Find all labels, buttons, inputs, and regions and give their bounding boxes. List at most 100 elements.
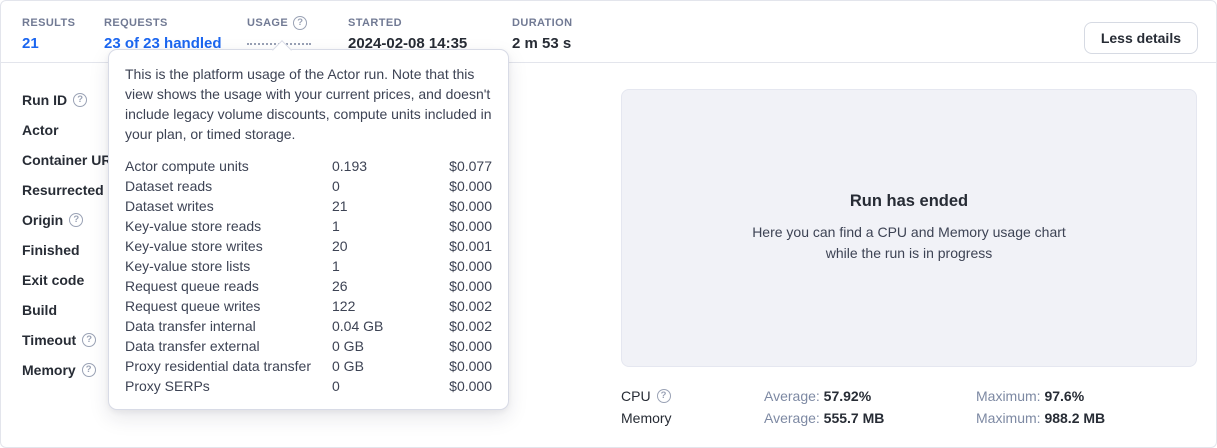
stat-duration: DURATION 2 m 53 s — [512, 16, 1198, 53]
metric-maximum: Maximum: 988.2 MB — [976, 410, 1197, 426]
run-field-row: Resurrected ? — [22, 183, 120, 213]
usage-tooltip: This is the platform usage of the Actor … — [108, 39, 509, 410]
usage-table-row: Actor compute units 0.193 $0.077 — [125, 156, 492, 176]
help-icon[interactable]: ? — [69, 213, 84, 227]
help-icon[interactable]: ? — [81, 363, 96, 377]
run-field-label: Build — [22, 302, 57, 318]
usage-item-quantity: 0.193 — [332, 158, 368, 174]
metric-maximum: Maximum: 97.6% — [976, 388, 1197, 404]
run-ended-subtitle-line2: while the run is in progress — [825, 245, 993, 261]
usage-table-row: Key-value store writes 20 $0.001 — [125, 236, 492, 256]
usage-item-quantity: 26 — [332, 278, 348, 294]
usage-help-icon[interactable]: ? — [293, 16, 308, 30]
usage-table-row: Key-value store reads 1 $0.000 — [125, 216, 492, 236]
run-field-row: Origin ? — [22, 213, 120, 243]
run-field-row: Build ? — [22, 303, 120, 333]
metric-row: CPU ? Average: 57.92% Maximum: 97.6% — [621, 385, 1197, 407]
run-ended-subtitle-line1: Here you can find a CPU and Memory usage… — [752, 224, 1066, 240]
run-field-label: Timeout — [22, 332, 77, 348]
metric-maximum-label: Maximum: — [976, 410, 1041, 426]
usage-item-label: Key-value store reads — [125, 218, 262, 234]
run-field-label: Run ID — [22, 92, 68, 108]
metric-maximum-value: 988.2 MB — [1044, 410, 1106, 426]
usage-table-row: Key-value store lists 1 $0.000 — [125, 256, 492, 276]
stat-results: RESULTS 21 — [22, 16, 104, 53]
usage-item-price: $0.000 — [449, 198, 492, 214]
usage-item-label: Proxy residential data transfer — [125, 358, 311, 374]
run-stats-bar: RESULTS 21 REQUESTS 23 of 23 handled USA… — [1, 1, 1216, 63]
help-icon[interactable]: ? — [73, 93, 88, 107]
metric-name: CPU ? — [621, 388, 764, 404]
run-details-content: Run ID ? Actor ? Container URL ? Resurre… — [1, 63, 1216, 447]
run-field-label: Resurrected — [22, 182, 104, 198]
usage-item-quantity: 0.04 GB — [332, 318, 384, 334]
results-count-link[interactable]: 21 — [22, 35, 39, 52]
usage-item-price: $0.000 — [449, 278, 492, 294]
usage-item-label: Data transfer internal — [125, 318, 256, 334]
stat-duration-label: DURATION — [512, 17, 573, 29]
stat-started: STARTED 2024-02-08 14:35 — [348, 16, 512, 53]
usage-item-label: Key-value store lists — [125, 258, 251, 274]
usage-item-label: Key-value store writes — [125, 238, 263, 254]
metric-average-label: Average: — [764, 388, 820, 404]
usage-breakdown-table: Actor compute units 0.193 $0.077 Dataset… — [125, 156, 492, 396]
run-ended-subtitle: Here you can find a CPU and Memory usage… — [752, 222, 1066, 264]
metric-average-label: Average: — [764, 410, 820, 426]
usage-table-row: Dataset reads 0 $0.000 — [125, 176, 492, 196]
stat-results-label: RESULTS — [22, 17, 76, 29]
less-details-button[interactable]: Less details — [1083, 22, 1198, 54]
usage-item-label: Request queue reads — [125, 278, 259, 294]
usage-item-label: Dataset writes — [125, 198, 214, 214]
usage-table-row: Dataset writes 21 $0.000 — [125, 196, 492, 216]
usage-item-price: $0.002 — [449, 298, 492, 314]
run-field-row: Memory ? — [22, 363, 120, 393]
run-field-label: Finished — [22, 242, 80, 258]
help-icon[interactable]: ? — [82, 333, 97, 347]
usage-item-quantity: 0 — [332, 178, 340, 194]
usage-item-price: $0.001 — [449, 238, 492, 254]
usage-item-quantity: 20 — [332, 238, 348, 254]
usage-table-row: Data transfer internal 0.04 GB $0.002 — [125, 316, 492, 336]
run-ended-panel: Run has ended Here you can find a CPU an… — [621, 89, 1197, 367]
help-icon[interactable]: ? — [656, 389, 671, 403]
metric-name: Memory ? — [621, 410, 764, 426]
stat-usage-label: USAGE ? — [247, 16, 348, 30]
metric-average-value: 555.7 MB — [823, 410, 885, 426]
usage-table-row: Proxy residential data transfer 0 GB $0.… — [125, 356, 492, 376]
usage-item-price: $0.000 — [449, 258, 492, 274]
run-field-row: Exit code ? — [22, 273, 120, 303]
usage-item-quantity: 122 — [332, 298, 356, 314]
usage-item-price: $0.000 — [449, 178, 492, 194]
stat-requests: REQUESTS 23 of 23 handled — [104, 16, 247, 53]
usage-item-quantity: 0 — [332, 378, 340, 394]
usage-item-quantity: 1 — [332, 258, 340, 274]
usage-table-row: Proxy SERPs 0 $0.000 — [125, 376, 492, 396]
metric-average: Average: 555.7 MB — [764, 410, 976, 426]
requests-handled-link[interactable]: 23 of 23 handled — [104, 35, 222, 52]
usage-item-price: $0.002 — [449, 318, 492, 334]
usage-item-price: $0.000 — [449, 218, 492, 234]
run-field-row: Container URL ? — [22, 153, 120, 183]
usage-item-label: Request queue writes — [125, 298, 261, 314]
run-field-label: Origin — [22, 212, 64, 228]
started-timestamp: 2024-02-08 14:35 — [348, 35, 468, 52]
metric-maximum-label: Maximum: — [976, 388, 1041, 404]
metric-maximum-value: 97.6% — [1044, 388, 1085, 404]
usage-table-row: Request queue reads 26 $0.000 — [125, 276, 492, 296]
stat-usage: USAGE ? — [247, 16, 348, 45]
usage-item-label: Data transfer external — [125, 338, 260, 354]
usage-item-quantity: 1 — [332, 218, 340, 234]
stat-started-label: STARTED — [348, 17, 402, 29]
metric-average-value: 57.92% — [823, 388, 872, 404]
usage-item-price: $0.000 — [449, 358, 492, 374]
usage-item-quantity: 0 GB — [332, 358, 364, 374]
usage-item-price: $0.000 — [449, 338, 492, 354]
run-field-row: Run ID ? — [22, 93, 120, 123]
run-field-label: Memory — [22, 362, 76, 378]
usage-item-label: Actor compute units — [125, 158, 249, 174]
duration-value: 2 m 53 s — [512, 35, 572, 52]
run-field-row: Timeout ? — [22, 333, 120, 363]
resource-metrics: CPU ? Average: 57.92% Maximum: 97.6% — [621, 385, 1197, 429]
run-field-list: Run ID ? Actor ? Container URL ? Resurre… — [22, 93, 120, 393]
